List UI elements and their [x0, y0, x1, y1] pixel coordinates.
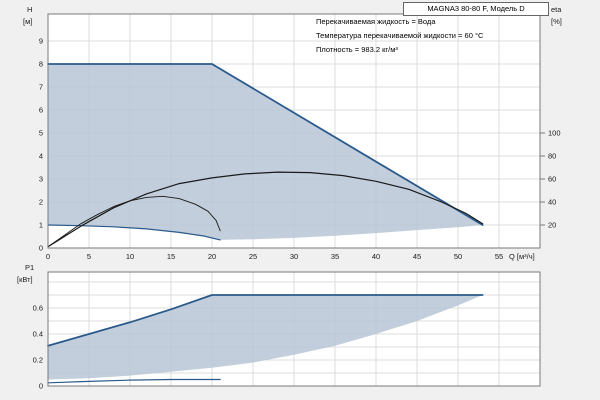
- svg-text:0: 0: [46, 252, 50, 261]
- svg-text:20: 20: [548, 221, 556, 230]
- svg-text:9: 9: [39, 37, 43, 46]
- p1-axis-label: P1: [25, 263, 35, 272]
- svg-text:3: 3: [39, 175, 43, 184]
- svg-text:2: 2: [39, 198, 43, 207]
- p1-axis-unit: [кВт]: [17, 275, 33, 284]
- svg-text:60: 60: [548, 175, 556, 184]
- condition-density: Плотность = 983.2 кг/м³: [316, 45, 398, 54]
- svg-text:0.4: 0.4: [33, 330, 43, 339]
- svg-text:5: 5: [87, 252, 91, 261]
- svg-text:15: 15: [167, 252, 175, 261]
- svg-text:5: 5: [39, 129, 43, 138]
- svg-text:25: 25: [249, 252, 257, 261]
- svg-text:50: 50: [454, 252, 462, 261]
- operating-conditions: Перекачиваемая жидкость = Вода Температу…: [316, 15, 483, 57]
- h-axis-label: H: [27, 5, 33, 14]
- svg-text:20: 20: [208, 252, 216, 261]
- h-axis-unit: [м]: [23, 17, 33, 26]
- pump-model-title: MAGNA3 80-80 F, Модель D: [403, 2, 549, 16]
- svg-text:4: 4: [39, 152, 43, 161]
- svg-text:0: 0: [39, 382, 43, 391]
- svg-text:10: 10: [126, 252, 134, 261]
- q-axis-label: Q [м³/ч]: [509, 252, 535, 261]
- condition-temperature: Температура перекачиваемой жидкости = 60…: [316, 31, 484, 40]
- svg-text:6: 6: [39, 106, 43, 115]
- condition-liquid: Перекачиваемая жидкость = Вода: [316, 17, 436, 26]
- svg-text:0: 0: [39, 244, 43, 253]
- svg-text:0.2: 0.2: [33, 356, 43, 365]
- eta-axis-label: eta: [551, 5, 562, 14]
- svg-text:8: 8: [39, 60, 43, 69]
- svg-text:80: 80: [548, 152, 556, 161]
- svg-text:7: 7: [39, 83, 43, 92]
- eta-axis-unit: [%]: [551, 17, 562, 26]
- svg-text:30: 30: [290, 252, 298, 261]
- svg-text:55: 55: [495, 252, 503, 261]
- svg-text:0.6: 0.6: [33, 304, 43, 313]
- svg-text:100: 100: [548, 129, 561, 138]
- svg-text:35: 35: [331, 252, 339, 261]
- svg-text:1: 1: [39, 221, 43, 230]
- svg-text:40: 40: [548, 198, 556, 207]
- svg-text:40: 40: [372, 252, 380, 261]
- svg-text:45: 45: [413, 252, 421, 261]
